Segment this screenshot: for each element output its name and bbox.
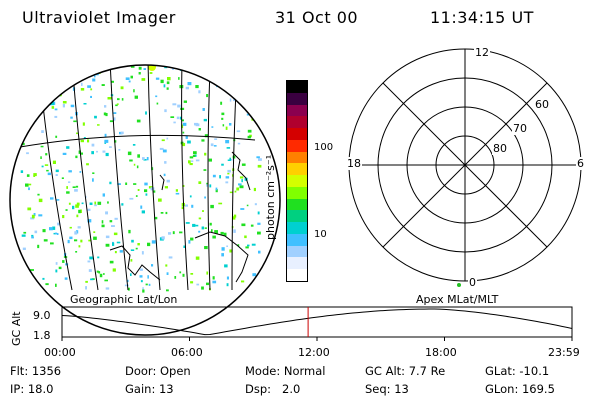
mlt-label-6: 6 (576, 157, 585, 170)
colorbar-segment (287, 92, 307, 105)
xtick-0600: 06:00 (171, 346, 203, 359)
colorbar-segment (287, 222, 307, 234)
date-label: 31 Oct 00 (275, 8, 359, 27)
seq-field: Seq: 13 (365, 382, 409, 396)
colorbar-segment (287, 233, 307, 246)
colorbar-segment (287, 116, 307, 129)
colorbar-tick-10: 10 (314, 229, 327, 240)
colorbar-segment (287, 198, 307, 211)
colorbar-tick-100: 100 (314, 142, 334, 153)
gc-alt-field: GC Alt: 7.7 Re (365, 364, 446, 378)
colorbar-segment (287, 151, 307, 164)
colorbar-segment (287, 186, 307, 199)
ip-field: IP: 18.0 (10, 382, 54, 396)
colorbar-segment (287, 175, 307, 187)
mlat-label-60: 60 (534, 98, 550, 111)
map-caption: Geographic Lat/Lon (70, 293, 178, 306)
glon-field: GLon: 169.5 (485, 382, 555, 396)
xtick-1800: 18:00 (425, 346, 457, 359)
polar-caption: Apex MLat/MLT (416, 293, 499, 306)
color-scale-bar (286, 80, 308, 282)
colorbar-segment (287, 163, 307, 176)
mlt-label-18: 18 (346, 157, 362, 170)
dsp-field: Dsp: 2.0 (245, 382, 301, 396)
instrument-title: Ultraviolet Imager (22, 8, 176, 27)
polar-grid (348, 48, 582, 287)
colorbar-unit-label: photon cm⁻²s⁻¹ (264, 154, 277, 240)
mlt-label-12: 12 (474, 46, 490, 59)
colorbar-segment (287, 104, 307, 117)
mlat-label-80: 80 (492, 142, 508, 155)
colorbar-segment (287, 139, 307, 152)
door-field: Door: Open (125, 364, 191, 378)
mlt-label-0: 0 (468, 276, 477, 289)
mlat-label-70: 70 (512, 122, 528, 135)
xtick-2359: 23:59 (548, 346, 580, 359)
time-label: 11:34:15 UT (430, 8, 534, 27)
colorbar-segment (287, 128, 307, 140)
flt-field: Flt: 1356 (10, 364, 62, 378)
xtick-0000: 00:00 (44, 346, 76, 359)
xtick-1200: 12:00 (298, 346, 330, 359)
altitude-ytick-1-8: 1.8 (33, 329, 51, 342)
altitude-plot (61, 306, 573, 341)
altitude-ytick-9: 9.0 (33, 309, 51, 322)
glat-field: GLat: -10.1 (485, 364, 550, 378)
colorbar-segment (287, 257, 307, 270)
gain-field: Gain: 13 (125, 382, 174, 396)
colorbar-segment (287, 245, 307, 258)
altitude-ylabel: GC Alt (10, 311, 23, 346)
geographic-map (9, 64, 281, 336)
colorbar-segment (287, 269, 307, 282)
colorbar-segment (287, 210, 307, 223)
mode-field: Mode: Normal (245, 364, 326, 378)
colorbar-segment (287, 81, 307, 93)
